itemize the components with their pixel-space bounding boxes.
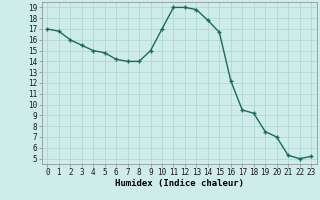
X-axis label: Humidex (Indice chaleur): Humidex (Indice chaleur) [115,179,244,188]
